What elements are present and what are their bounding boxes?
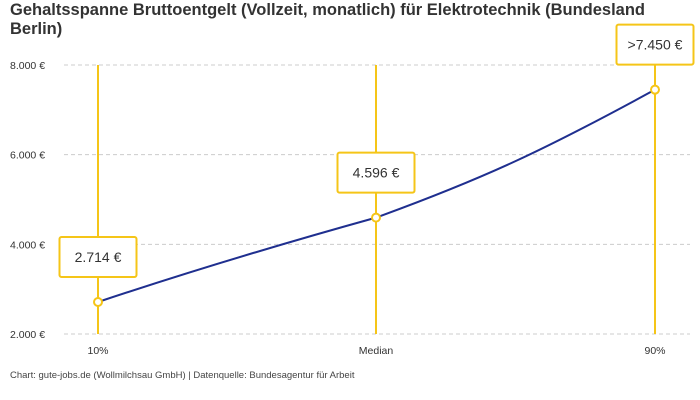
y-tick-label: 4.000 € — [10, 239, 45, 251]
chart-footer: Chart: gute-jobs.de (Wollmilchsau GmbH) … — [10, 370, 355, 381]
y-tick-label: 2.000 € — [10, 329, 45, 341]
x-tick-label: 10% — [87, 345, 108, 357]
data-label: 4.596 € — [353, 165, 400, 181]
data-label: 2.714 € — [75, 249, 122, 265]
y-tick-label: 8.000 € — [10, 60, 45, 72]
y-tick-label: 6.000 € — [10, 150, 45, 162]
x-tick-label: Median — [359, 345, 394, 357]
chart-title: Gehaltsspanne Bruttoentgelt (Vollzeit, m… — [10, 1, 646, 38]
data-point — [93, 296, 103, 307]
data-label: >7.450 € — [628, 37, 683, 53]
x-tick-label: 90% — [644, 345, 665, 357]
data-point — [650, 84, 660, 95]
data-point — [371, 212, 381, 223]
data-label-box — [336, 151, 416, 194]
data-label-box — [615, 23, 695, 66]
data-label-box — [58, 235, 138, 278]
